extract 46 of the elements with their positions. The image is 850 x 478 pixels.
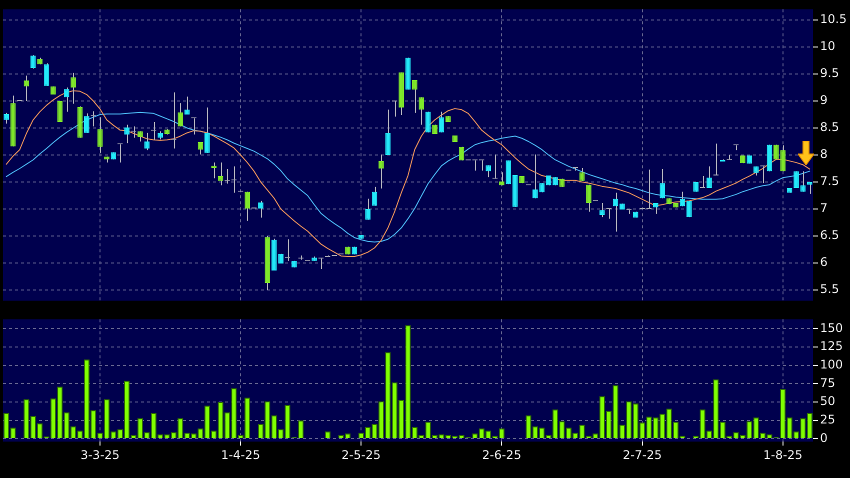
candlestick xyxy=(786,188,792,193)
y-tick-label: 6.5 xyxy=(820,228,840,242)
candlestick xyxy=(693,182,699,192)
candlestick xyxy=(432,124,438,134)
y-tick-label: 10.5 xyxy=(820,12,847,26)
candlestick xyxy=(458,146,464,160)
x-tick-label: 2-5-25 xyxy=(342,448,381,462)
x-tick-label: 2-7-25 xyxy=(622,448,662,462)
y-tick-label: 8 xyxy=(820,147,828,162)
y-tick-label: 0 xyxy=(820,430,828,445)
candlestick xyxy=(271,238,277,272)
x-tick-label: 1-8-25 xyxy=(763,448,802,462)
y-tick-label: 6 xyxy=(820,255,828,270)
candlestick xyxy=(774,144,779,160)
x-tick-label: 2-6-25 xyxy=(482,448,522,462)
candlestick xyxy=(746,156,752,164)
candlestick xyxy=(292,260,297,268)
y-tick-label: 9.5 xyxy=(820,66,840,80)
y-tick-label: 10 xyxy=(820,39,836,54)
candlestick xyxy=(312,256,317,262)
y-tick-label: 75 xyxy=(820,376,836,390)
y-tick-label: 100 xyxy=(820,358,843,372)
candlestick xyxy=(324,254,330,258)
y-tick-label: 50 xyxy=(820,394,836,408)
candlestick xyxy=(278,254,284,264)
candlestick xyxy=(673,203,678,208)
y-tick-label: 8.5 xyxy=(820,120,840,134)
y-tick-label: 7 xyxy=(820,201,828,216)
x-tick-label: 1-4-25 xyxy=(221,448,260,462)
y-tick-label: 9 xyxy=(820,93,828,108)
y-tick-label: 5.5 xyxy=(820,282,840,296)
candlestick xyxy=(632,212,638,218)
candlestick xyxy=(37,57,42,65)
y-tick-label: 25 xyxy=(820,412,836,426)
candlestick xyxy=(164,128,170,135)
candlestick xyxy=(57,101,63,122)
candlestick xyxy=(30,54,36,70)
candlestick xyxy=(110,152,116,160)
candlestick xyxy=(666,198,672,204)
candlestick xyxy=(766,144,772,172)
y-tick-label: 125 xyxy=(820,339,843,354)
candlestick xyxy=(794,171,799,188)
y-tick-label: 7.5 xyxy=(820,174,840,188)
y-tick-label: 150 xyxy=(820,320,843,335)
candlestick xyxy=(425,112,431,132)
x-tick-label: 3-3-25 xyxy=(80,448,120,462)
